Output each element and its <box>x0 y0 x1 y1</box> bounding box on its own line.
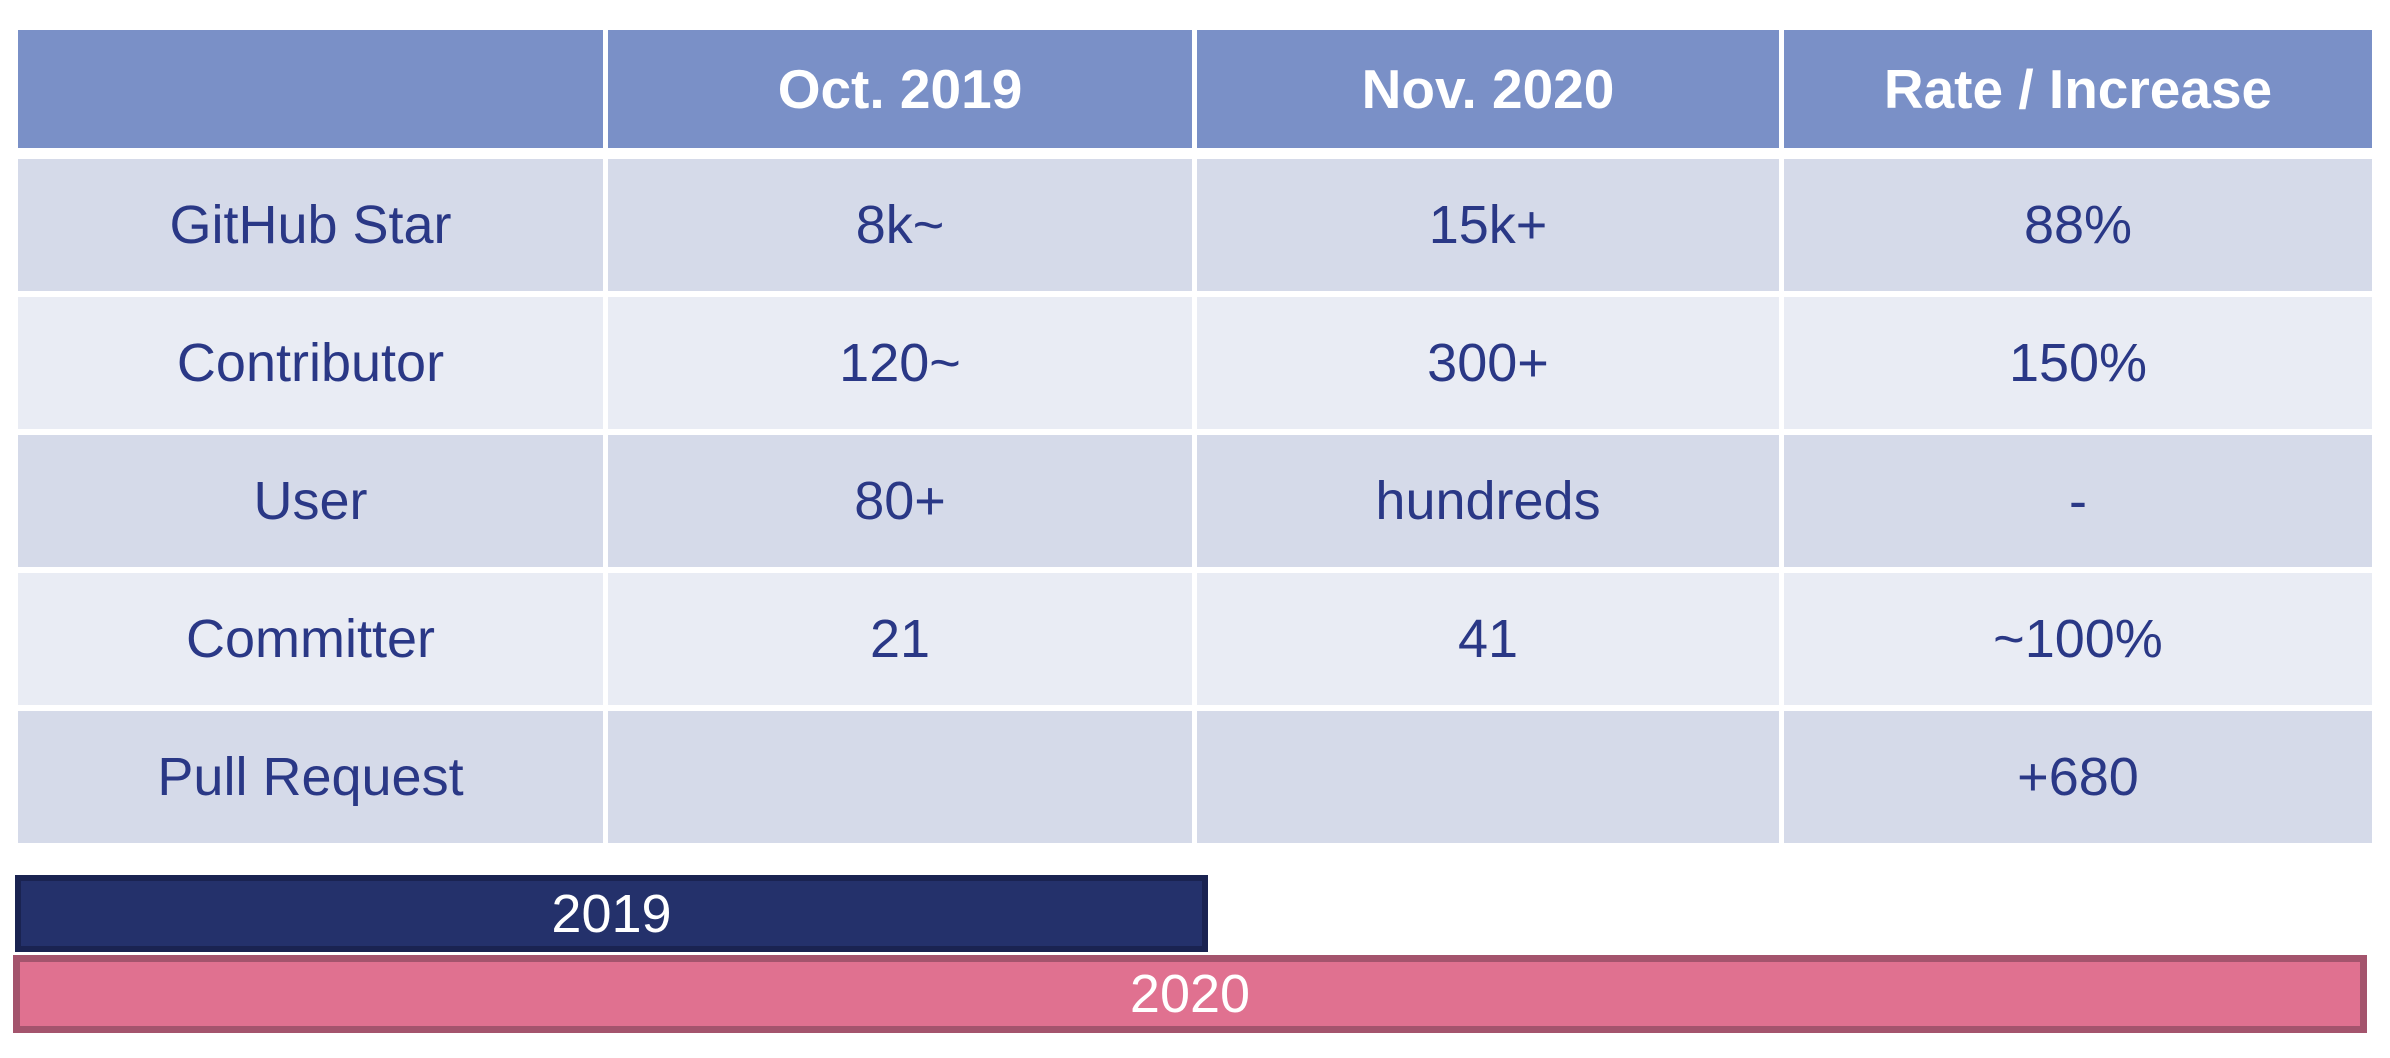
header-cell-blank <box>18 30 603 148</box>
table-cell: - <box>1784 435 2372 567</box>
stats-table: Oct. 2019 Nov. 2020 Rate / Increase GitH… <box>18 30 2372 843</box>
table-cell: 150% <box>1784 297 2372 429</box>
row-label-pull-request: Pull Request <box>18 711 603 843</box>
row-label-contributor: Contributor <box>18 297 603 429</box>
timeline-bar-2019-label: 2019 <box>551 883 672 944</box>
header-cell-nov-2020: Nov. 2020 <box>1197 30 1779 148</box>
row-label-committer: Committer <box>18 573 603 705</box>
table-cell: 120~ <box>608 297 1192 429</box>
table-cell: +680 <box>1784 711 2372 843</box>
table-cell: 80+ <box>608 435 1192 567</box>
timeline-bar-2019: 2019 <box>15 875 1208 952</box>
timeline-bar-2020-label: 2020 <box>1129 964 1251 1024</box>
header-cell-oct-2019: Oct. 2019 <box>608 30 1192 148</box>
table-cell: 41 <box>1197 573 1779 705</box>
table-cell: 15k+ <box>1197 159 1779 291</box>
table-cell: 8k~ <box>608 159 1192 291</box>
table-cell: hundreds <box>1197 435 1779 567</box>
table-cell: 300+ <box>1197 297 1779 429</box>
row-label-github-star: GitHub Star <box>18 159 603 291</box>
table-cell: ~100% <box>1784 573 2372 705</box>
table-cell <box>608 711 1192 843</box>
timeline-bar-2020: 2020 <box>13 955 2367 1033</box>
table-cell: 88% <box>1784 159 2372 291</box>
table-cell: 21 <box>608 573 1192 705</box>
header-cell-rate-increase: Rate / Increase <box>1784 30 2372 148</box>
table-cell <box>1197 711 1779 843</box>
row-label-user: User <box>18 435 603 567</box>
